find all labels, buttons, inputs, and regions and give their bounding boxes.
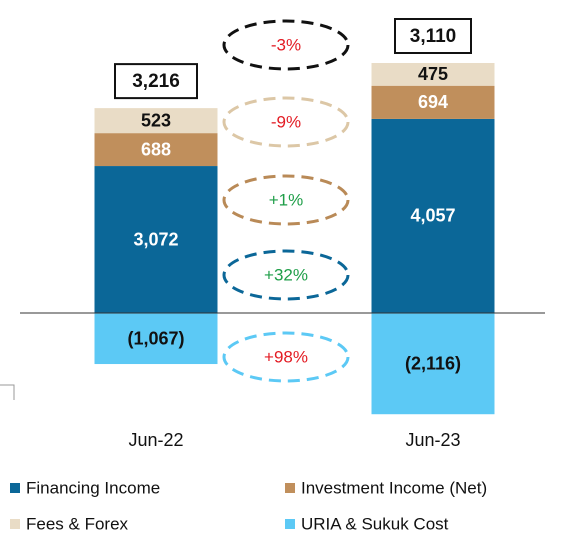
- legend-swatch: [10, 519, 20, 529]
- value-label: (2,116): [405, 353, 461, 373]
- change-oval: [222, 249, 350, 301]
- bracket: [0, 384, 15, 400]
- x-tick-label: Jun-22: [128, 430, 183, 450]
- x-tick-label: Jun-23: [405, 430, 460, 450]
- total-label: 3,216: [132, 71, 180, 92]
- change-label: +1%: [269, 190, 304, 209]
- legend-swatch: [285, 519, 295, 529]
- legend-swatch: [10, 483, 20, 493]
- change-oval: [222, 174, 350, 226]
- bar-segment: [94, 166, 218, 313]
- change-label: -3%: [271, 35, 301, 54]
- change-label: -9%: [271, 112, 301, 131]
- value-label: 475: [418, 64, 448, 84]
- change-label: +98%: [264, 347, 308, 366]
- total-box: [394, 18, 472, 54]
- bar-segment: [371, 313, 495, 415]
- legend-label: URIA & Sukuk Cost: [301, 514, 449, 533]
- legend-label: Fees & Forex: [26, 514, 129, 533]
- value-label: 4,057: [410, 206, 455, 226]
- total-label: 3,110: [410, 26, 457, 47]
- value-label: 3,072: [133, 229, 178, 249]
- value-label: 523: [141, 110, 171, 130]
- legend-label: Financing Income: [26, 478, 160, 497]
- total-box: [114, 63, 198, 100]
- value-label: (1,067): [127, 328, 184, 348]
- change-oval: [222, 96, 350, 148]
- bar-segment: [371, 85, 495, 119]
- bar-segment: [94, 108, 218, 134]
- bar-segment: [371, 63, 495, 86]
- value-label: 688: [141, 139, 171, 159]
- legend-label: Investment Income (Net): [301, 478, 487, 497]
- change-oval: [222, 331, 350, 383]
- change-oval: [222, 19, 350, 71]
- legend-swatch: [285, 483, 295, 493]
- bar-segment: [94, 133, 218, 167]
- bar-segment: [371, 118, 495, 314]
- bar-segment: [94, 313, 218, 365]
- value-label: 694: [418, 92, 448, 112]
- change-label: +32%: [264, 265, 308, 284]
